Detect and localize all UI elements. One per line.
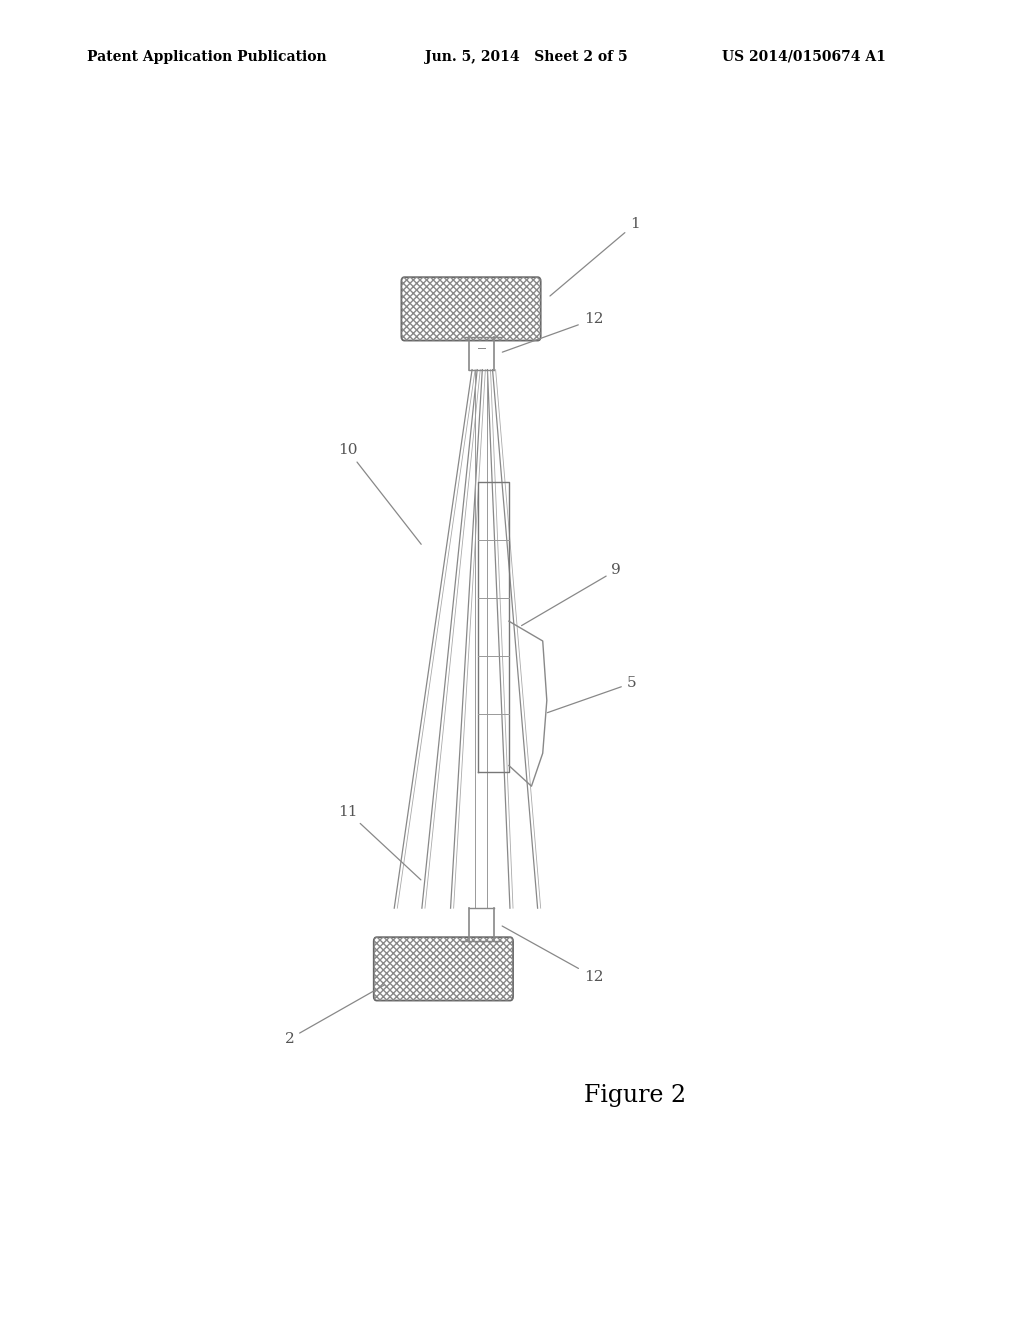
Text: US 2014/0150674 A1: US 2014/0150674 A1 — [722, 50, 886, 63]
Text: 12: 12 — [503, 313, 603, 352]
Text: 10: 10 — [338, 444, 421, 544]
Text: Patent Application Publication: Patent Application Publication — [87, 50, 327, 63]
Text: 9: 9 — [521, 564, 622, 626]
Text: 11: 11 — [338, 805, 421, 880]
Text: 1: 1 — [550, 218, 640, 296]
Text: 5: 5 — [548, 676, 636, 713]
Text: 2: 2 — [285, 985, 385, 1045]
FancyBboxPatch shape — [401, 277, 541, 341]
FancyBboxPatch shape — [374, 937, 513, 1001]
Text: Figure 2: Figure 2 — [584, 1084, 686, 1107]
Text: 12: 12 — [502, 927, 603, 983]
Text: Jun. 5, 2014   Sheet 2 of 5: Jun. 5, 2014 Sheet 2 of 5 — [425, 50, 628, 63]
